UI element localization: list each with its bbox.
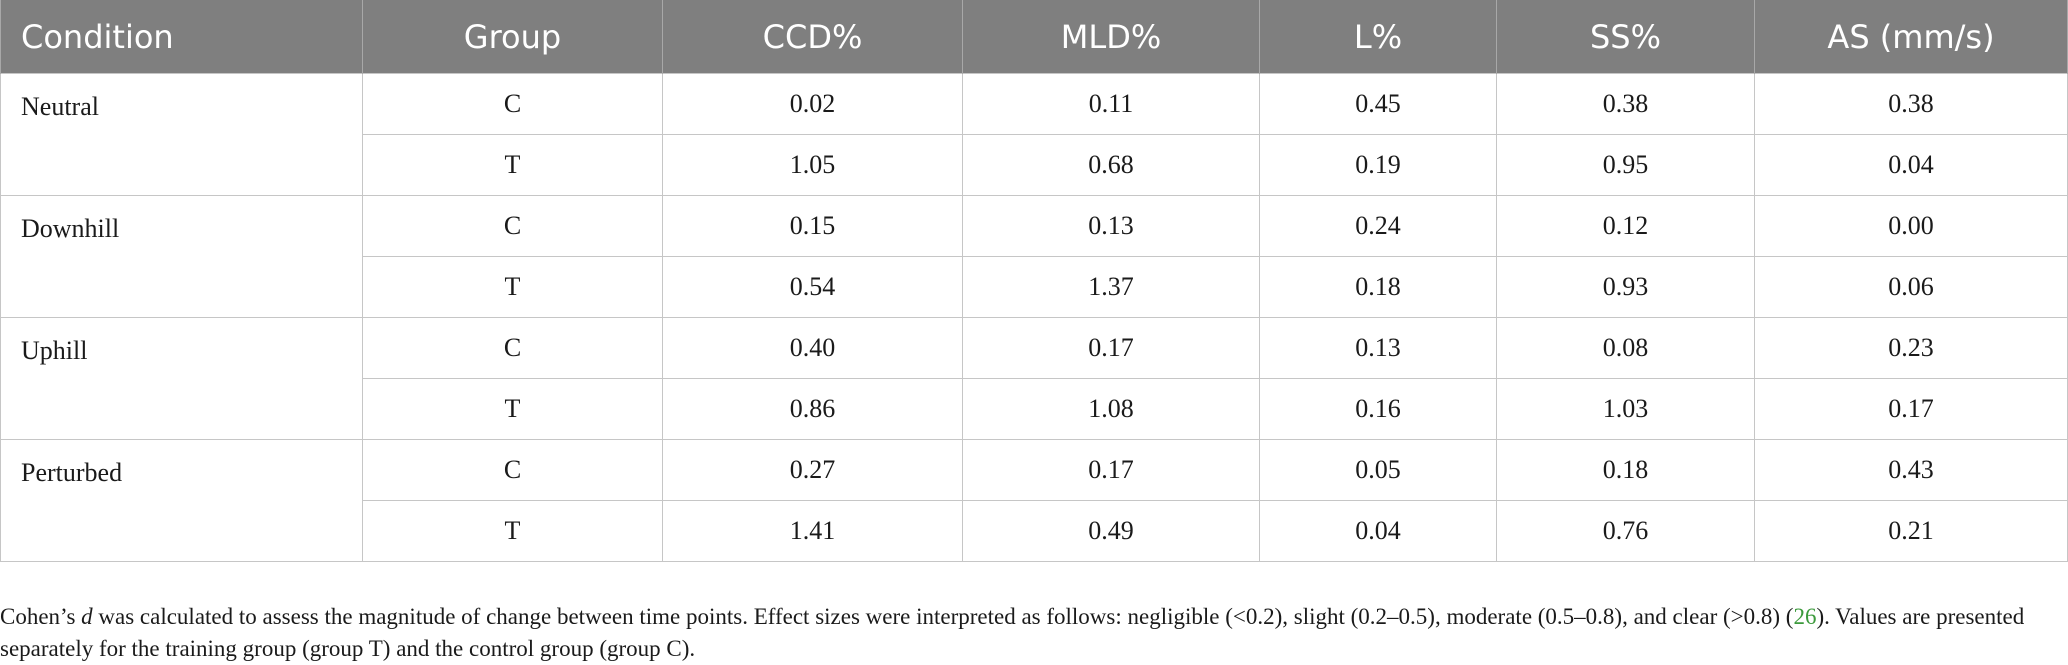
- header-ss: SS%: [1496, 0, 1755, 74]
- footnote-reference-link[interactable]: 26: [1793, 604, 1817, 629]
- table-row: Uphill C 0.40 0.17 0.13 0.08 0.23: [0, 317, 2068, 440]
- value-cell: 0.18: [1496, 439, 1755, 501]
- value-cell: 0.19: [1259, 134, 1497, 196]
- value-cell: 0.17: [962, 317, 1260, 379]
- table-header: Condition Group CCD% MLD% L% SS% AS (mm/…: [0, 0, 2068, 74]
- group-cell: T: [362, 134, 663, 196]
- group-cell: C: [362, 317, 663, 379]
- header-group: Group: [362, 0, 663, 74]
- header-row: Condition Group CCD% MLD% L% SS% AS (mm/…: [0, 0, 2068, 74]
- group-cell: T: [362, 378, 663, 440]
- value-cell: 1.41: [662, 500, 963, 562]
- value-cell: 0.12: [1496, 195, 1755, 257]
- group-cell: T: [362, 500, 663, 562]
- header-ccd: CCD%: [662, 0, 963, 74]
- group-cell: C: [362, 195, 663, 257]
- value-cell: 0.27: [662, 439, 963, 501]
- value-cell: 0.86: [662, 378, 963, 440]
- value-cell: 0.08: [1496, 317, 1755, 379]
- table-footnote: Cohen’s d was calculated to assess the m…: [0, 601, 2064, 665]
- value-cell: 0.23: [1754, 317, 2068, 379]
- value-cell: 0.04: [1259, 500, 1497, 562]
- condition-cell: Downhill: [0, 195, 363, 318]
- value-cell: 0.43: [1754, 439, 2068, 501]
- effect-size-table: Condition Group CCD% MLD% L% SS% AS (mm/…: [0, 0, 2068, 562]
- header-condition: Condition: [0, 0, 363, 74]
- group-cell: C: [362, 439, 663, 501]
- table-row: T 1.41 0.49 0.04 0.76 0.21: [1, 500, 2068, 562]
- group-cell: T: [362, 256, 663, 318]
- condition-cell: Neutral: [0, 73, 363, 196]
- table-row: Perturbed C 0.27 0.17 0.05 0.18 0.43: [0, 439, 2068, 562]
- value-cell: 0.17: [1754, 378, 2068, 440]
- value-cell: 0.05: [1259, 439, 1497, 501]
- table-row: T 0.86 1.08 0.16 1.03 0.17: [1, 378, 2068, 440]
- value-cell: 0.76: [1496, 500, 1755, 562]
- value-cell: 0.11: [962, 73, 1260, 135]
- value-cell: 0.38: [1754, 73, 2068, 135]
- value-cell: 0.13: [962, 195, 1260, 257]
- group-cell: C: [362, 73, 663, 135]
- condition-cell: Uphill: [0, 317, 363, 440]
- value-cell: 1.03: [1496, 378, 1755, 440]
- table-row: Downhill C 0.15 0.13 0.24 0.12 0.00: [0, 195, 2068, 318]
- value-cell: 1.08: [962, 378, 1260, 440]
- header-as: AS (mm/s): [1754, 0, 2068, 74]
- value-cell: 0.45: [1259, 73, 1497, 135]
- value-cell: 0.40: [662, 317, 963, 379]
- table-body: Neutral C 0.02 0.11 0.45 0.38 0.38 T 1.05 0.68 0.1…: [0, 73, 2068, 562]
- value-cell: 0.21: [1754, 500, 2068, 562]
- value-cell: 0.38: [1496, 73, 1755, 135]
- footnote-text-before: Cohen’s d was calculated to assess the m…: [0, 604, 1794, 629]
- effect-size-table-container: Condition Group CCD% MLD% L% SS% AS (mm/…: [0, 0, 2068, 562]
- value-cell: 0.15: [662, 195, 963, 257]
- value-cell: 0.95: [1496, 134, 1755, 196]
- value-cell: 0.16: [1259, 378, 1497, 440]
- value-cell: 0.17: [962, 439, 1260, 501]
- table-row: T 0.54 1.37 0.18 0.93 0.06: [1, 256, 2068, 318]
- header-mld: MLD%: [962, 0, 1260, 74]
- value-cell: 1.05: [662, 134, 963, 196]
- condition-cell: Perturbed: [0, 439, 363, 562]
- value-cell: 0.02: [662, 73, 963, 135]
- value-cell: 0.24: [1259, 195, 1497, 257]
- value-cell: 0.68: [962, 134, 1260, 196]
- value-cell: 0.00: [1754, 195, 2068, 257]
- value-cell: 1.37: [962, 256, 1260, 318]
- value-cell: 0.13: [1259, 317, 1497, 379]
- value-cell: 0.06: [1754, 256, 2068, 318]
- table-row: Neutral C 0.02 0.11 0.45 0.38 0.38: [0, 73, 2068, 196]
- value-cell: 0.54: [662, 256, 963, 318]
- table-row: T 1.05 0.68 0.19 0.95 0.04: [1, 134, 2068, 196]
- value-cell: 0.04: [1754, 134, 2068, 196]
- value-cell: 0.18: [1259, 256, 1497, 318]
- value-cell: 0.49: [962, 500, 1260, 562]
- header-l: L%: [1259, 0, 1497, 74]
- value-cell: 0.93: [1496, 256, 1755, 318]
